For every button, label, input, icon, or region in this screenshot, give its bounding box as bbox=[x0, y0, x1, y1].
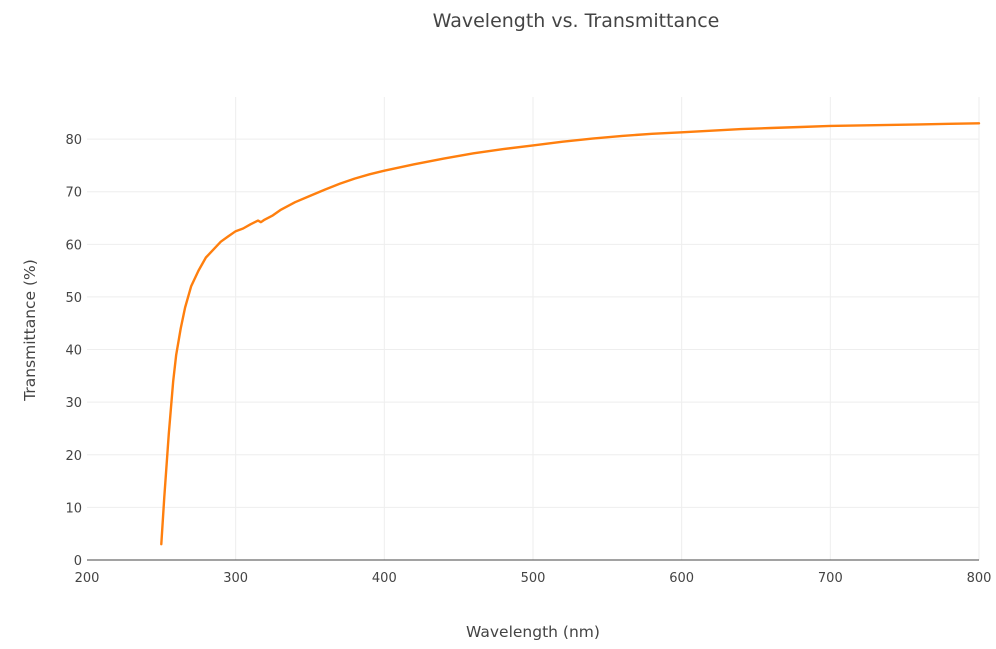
y-axis-title: Transmittance (%) bbox=[21, 259, 39, 402]
y-tick-label: 10 bbox=[65, 501, 82, 516]
x-axis-title: Wavelength (nm) bbox=[466, 623, 600, 641]
y-tick-label: 50 bbox=[65, 291, 82, 306]
x-tick-label: 300 bbox=[223, 571, 248, 586]
series bbox=[160, 122, 981, 546]
y-tick-label: 80 bbox=[65, 133, 82, 148]
y-tick-label: 30 bbox=[65, 396, 82, 411]
x-tick-label: 400 bbox=[372, 571, 397, 586]
tick-labels: 200 300 400 500 600 700 800 0 10 20 30 40 50 60 70 80 bbox=[65, 133, 991, 586]
x-tick-label: 600 bbox=[669, 571, 694, 586]
y-tick-label: 60 bbox=[65, 238, 82, 253]
chart-title: Wavelength vs. Transmittance bbox=[433, 10, 720, 32]
y-tick-label: 20 bbox=[65, 449, 82, 464]
x-tick-label: 800 bbox=[967, 571, 992, 586]
series-line bbox=[160, 122, 981, 546]
grid bbox=[87, 97, 980, 560]
y-tick-label: 0 bbox=[74, 554, 82, 569]
y-tick-label: 40 bbox=[65, 344, 82, 359]
y-tick-label: 70 bbox=[65, 186, 82, 201]
x-tick-label: 500 bbox=[521, 571, 546, 586]
x-tick-label: 200 bbox=[75, 571, 100, 586]
x-tick-label: 700 bbox=[818, 571, 843, 586]
